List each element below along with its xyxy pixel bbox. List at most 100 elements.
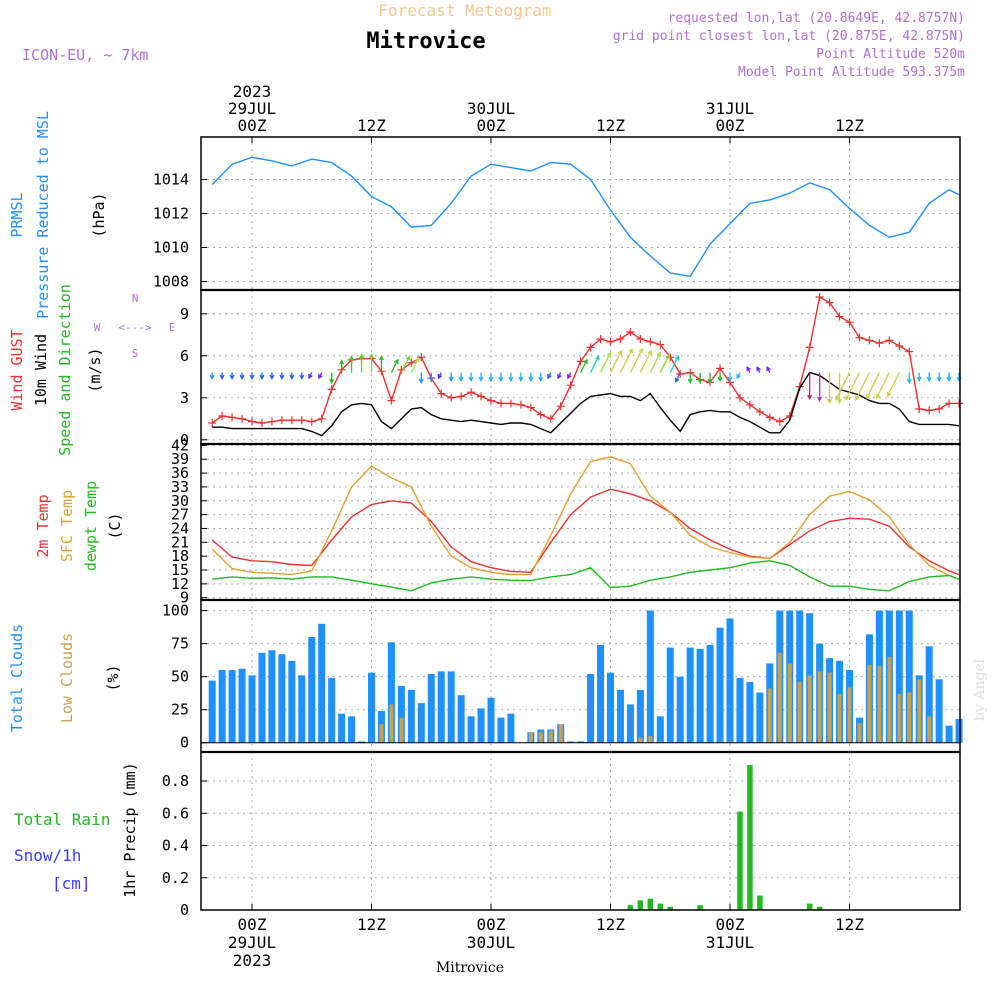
panel-side-label: PRMSL	[8, 192, 26, 237]
y-tick-label: 0.2	[162, 869, 189, 887]
gust-marker	[556, 402, 565, 411]
wind-arrow-head	[269, 374, 275, 380]
gust-marker	[516, 400, 525, 409]
wind-arrow-head	[617, 349, 623, 356]
gust-marker	[646, 337, 655, 346]
wind-arrow	[855, 372, 870, 400]
bar	[218, 670, 226, 743]
gust-marker	[865, 336, 874, 345]
bar	[666, 647, 674, 743]
bar	[427, 674, 435, 743]
gust-marker	[487, 396, 495, 405]
bar	[736, 677, 744, 743]
bar	[816, 906, 823, 910]
wind-arrow-head	[209, 374, 215, 380]
y-tick-label: 15	[171, 561, 189, 579]
gust-marker	[755, 407, 764, 416]
bottom-time-label: 00Z	[238, 915, 267, 934]
gust-marker	[267, 417, 276, 426]
wind-arrow-head	[528, 376, 534, 382]
panel-side-label: Total Clouds	[8, 624, 26, 732]
bar	[877, 666, 882, 743]
gust-marker	[257, 419, 266, 427]
gust-marker	[905, 347, 914, 356]
wind-arrow-head	[318, 373, 323, 380]
bar	[467, 716, 475, 743]
y-tick-label: 27	[171, 506, 189, 524]
bar	[925, 646, 933, 743]
wind-arrow-head	[299, 374, 305, 380]
bar	[907, 692, 912, 743]
wind-arrow-head	[766, 365, 771, 372]
y-tick-label: 39	[171, 450, 189, 468]
y-tick-label: 0.4	[162, 837, 189, 855]
gust-marker	[835, 312, 844, 321]
bar	[895, 610, 903, 743]
bar	[379, 724, 384, 743]
bar	[935, 679, 943, 743]
bar	[507, 713, 515, 743]
gust-marker	[218, 412, 227, 420]
wind-arrow-head	[628, 347, 633, 354]
wind-arrow-head	[508, 376, 514, 382]
bar	[905, 610, 913, 743]
y-tick-label: 21	[171, 533, 189, 551]
wind-arrow-head	[249, 374, 255, 380]
panel-side-label: (C)	[106, 512, 124, 539]
bar	[747, 764, 753, 910]
gust-marker	[437, 389, 446, 398]
wind-arrow-head	[378, 355, 384, 361]
wind-arrow	[390, 359, 399, 373]
bar	[657, 903, 664, 910]
wind-arrow-head	[259, 374, 265, 380]
y-tick-label: 3	[180, 389, 189, 407]
gust-marker	[885, 336, 894, 345]
wind-arrow-head	[756, 365, 761, 372]
series-line	[212, 560, 960, 592]
gust-marker	[845, 318, 854, 327]
bottom-time-label: 12Z	[835, 915, 864, 934]
bar	[716, 627, 724, 743]
bar	[417, 703, 425, 743]
wind-arrow	[887, 372, 900, 397]
panel-side-label: 2m Temp	[34, 494, 52, 557]
bar	[827, 672, 832, 743]
wind-arrow	[659, 354, 670, 373]
wind-arrow-head	[349, 355, 355, 361]
y-tick-label: 9	[180, 589, 189, 607]
wind-arrow-head	[835, 395, 840, 401]
bar	[298, 675, 306, 743]
bar	[637, 900, 644, 910]
gust-marker	[636, 335, 645, 343]
axes: 1008101010121014036991215182124273033363…	[8, 82, 864, 970]
bar	[358, 741, 366, 743]
bar	[658, 741, 663, 743]
y-tick-label: 6	[180, 347, 189, 365]
snow-label: Snow/1h	[14, 846, 81, 865]
requested-coords: requested lon,lat (20.8649E, 42.8757N)	[668, 11, 965, 26]
bottom-time-label: 00Z	[716, 915, 745, 934]
wind-arrow-head	[886, 391, 892, 398]
wind-arrow-head	[557, 373, 562, 380]
wind-arrow	[590, 356, 600, 373]
bar	[279, 741, 284, 743]
bar	[407, 689, 415, 743]
wind-arrow-head	[606, 351, 612, 357]
supertitle: Forecast Meteogram	[378, 1, 551, 20]
wind-arrow-head	[656, 351, 662, 357]
gust-marker	[656, 340, 665, 349]
bar	[238, 668, 246, 743]
wind-arrow-head	[448, 376, 454, 382]
y-tick-label: 30	[171, 492, 189, 510]
series-line	[211, 156, 960, 278]
gust-marker	[596, 335, 605, 343]
wind-arrow	[649, 352, 661, 373]
wind-arrow	[400, 356, 411, 373]
top-time-label: 12Z	[357, 116, 386, 135]
y-tick-label: 12	[171, 575, 189, 593]
bar	[627, 905, 634, 910]
bar	[278, 654, 286, 743]
bar	[228, 670, 236, 743]
bottom-time-label: 29JUL	[228, 933, 276, 952]
gust-marker	[576, 357, 585, 366]
